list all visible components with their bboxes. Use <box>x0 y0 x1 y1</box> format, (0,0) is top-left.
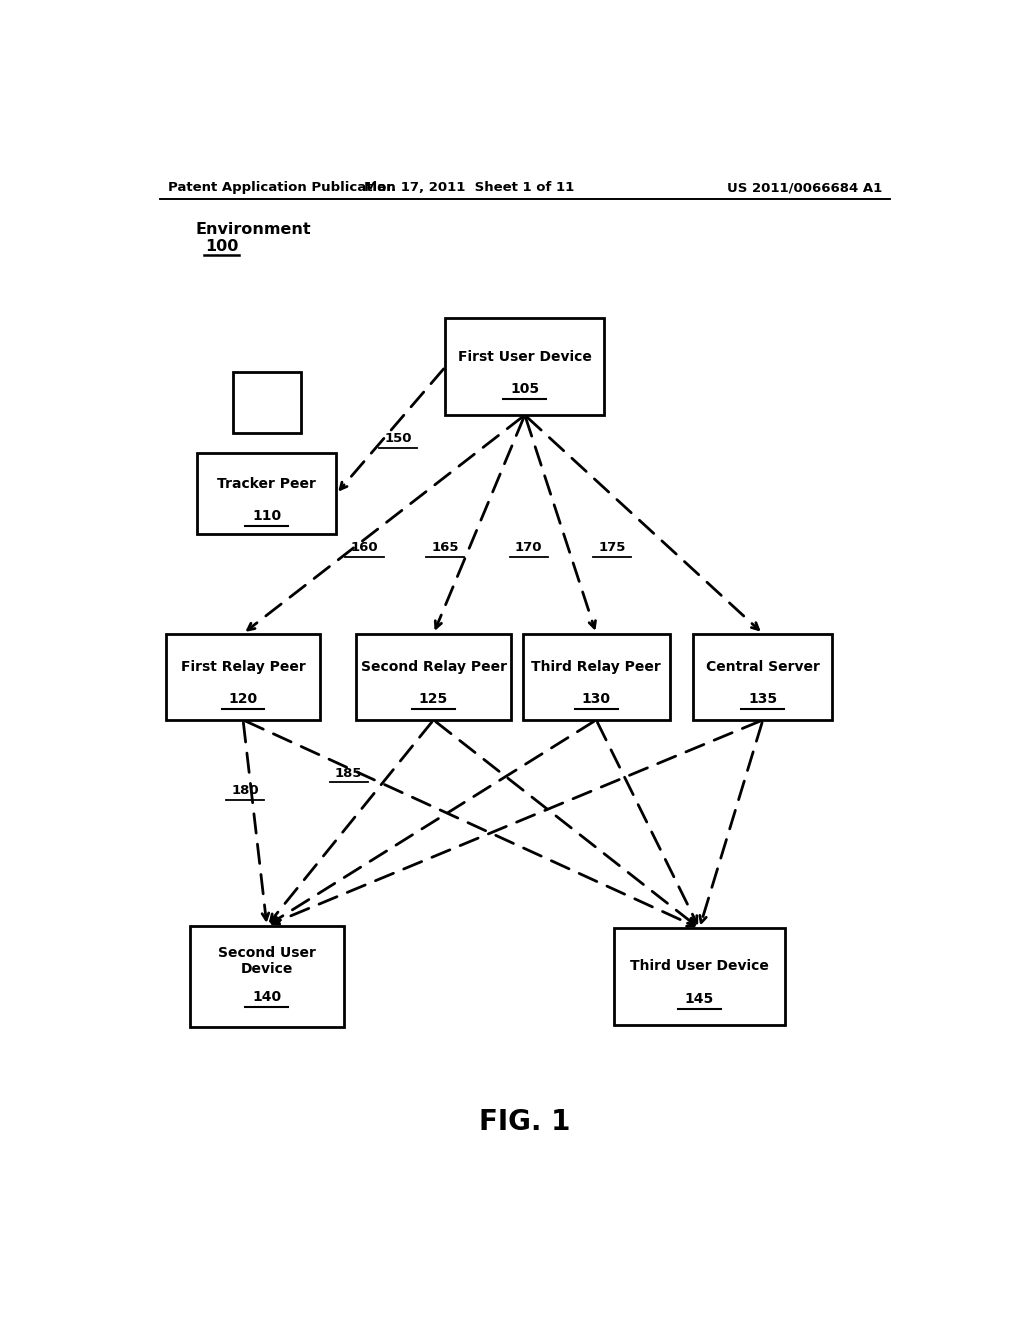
Text: Central Server: Central Server <box>706 660 820 673</box>
Text: 145: 145 <box>685 991 714 1006</box>
Text: 175: 175 <box>598 541 626 554</box>
Text: Tracker Peer: Tracker Peer <box>217 477 316 491</box>
Text: Mar. 17, 2011  Sheet 1 of 11: Mar. 17, 2011 Sheet 1 of 11 <box>365 181 574 194</box>
Text: 180: 180 <box>231 784 259 797</box>
Bar <box>189 925 344 1027</box>
Bar <box>614 928 784 1024</box>
Bar <box>356 634 511 719</box>
Text: Patent Application Publication: Patent Application Publication <box>168 181 395 194</box>
Text: 100: 100 <box>205 239 239 255</box>
Bar <box>445 318 604 414</box>
Bar <box>233 372 301 433</box>
Text: 110: 110 <box>252 510 282 523</box>
Text: FIG. 1: FIG. 1 <box>479 1107 570 1137</box>
Text: 105: 105 <box>510 381 540 396</box>
Text: 165: 165 <box>432 541 459 554</box>
Text: US 2011/0066684 A1: US 2011/0066684 A1 <box>727 181 882 194</box>
Text: Third Relay Peer: Third Relay Peer <box>531 660 662 673</box>
Text: Second User
Device: Second User Device <box>218 946 315 977</box>
Text: First Relay Peer: First Relay Peer <box>180 660 305 673</box>
Bar <box>198 453 336 535</box>
Text: First User Device: First User Device <box>458 350 592 363</box>
Text: 185: 185 <box>335 767 362 780</box>
Text: 120: 120 <box>228 692 258 706</box>
Bar <box>693 634 833 719</box>
Text: 170: 170 <box>515 541 543 554</box>
Text: 125: 125 <box>419 692 449 706</box>
Text: 130: 130 <box>582 692 610 706</box>
Text: 135: 135 <box>749 692 777 706</box>
Text: Third User Device: Third User Device <box>630 960 769 973</box>
Text: 150: 150 <box>384 433 412 445</box>
Bar <box>166 634 321 719</box>
Text: Environment: Environment <box>196 222 311 238</box>
Text: Second Relay Peer: Second Relay Peer <box>360 660 507 673</box>
Text: 160: 160 <box>350 541 378 554</box>
Text: 140: 140 <box>252 990 282 1005</box>
Bar <box>523 634 670 719</box>
